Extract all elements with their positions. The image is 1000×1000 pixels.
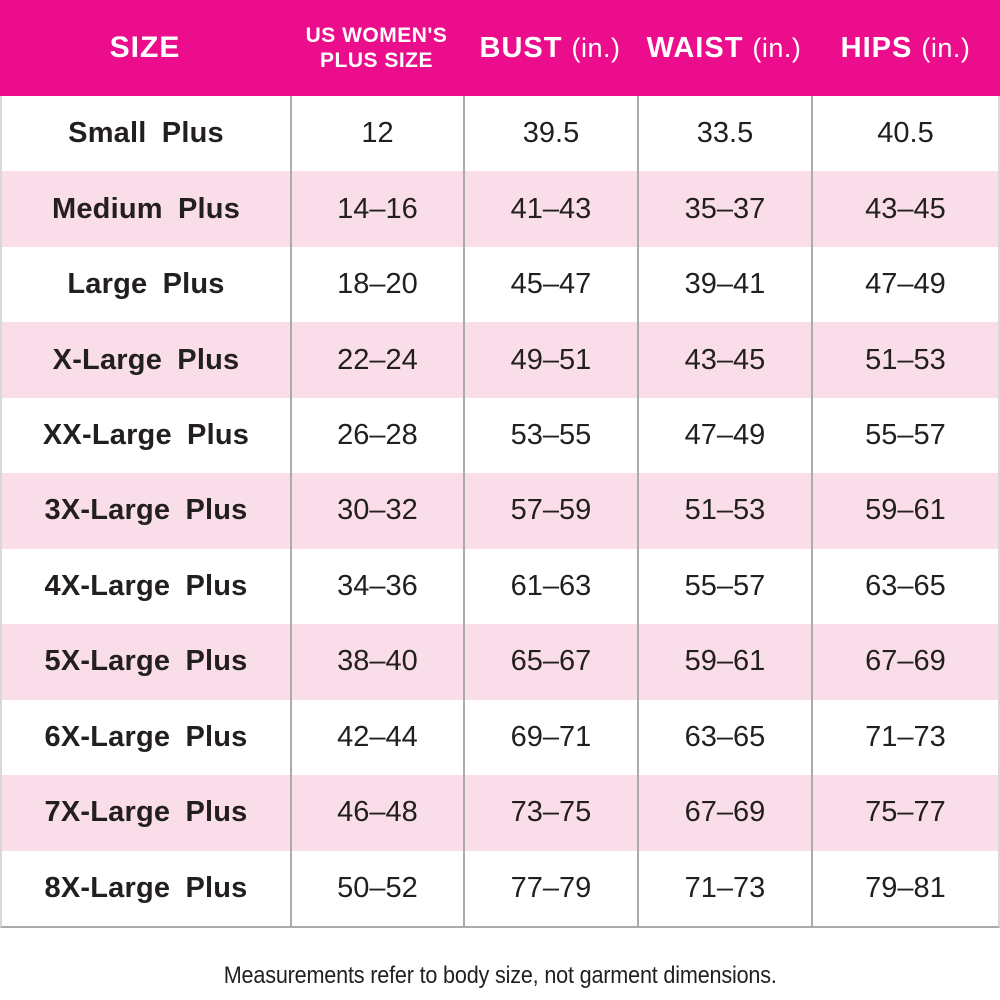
header-waist-unit: (in.)	[752, 32, 802, 63]
size-label: Large Plus	[67, 268, 225, 301]
hips-value: 51–53	[811, 322, 998, 398]
header-size-label: SIZE	[109, 31, 181, 64]
hips-value: 55–57	[811, 397, 998, 474]
us-plus-size-value: 38–40	[290, 624, 463, 700]
us-plus-size-value: 26–28	[290, 397, 463, 474]
table-body: Small Plus 12 39.5 33.5 40.5 Medium Plus…	[0, 96, 1000, 928]
bust-value: 53–55	[463, 397, 637, 474]
hips-value: 43–45	[811, 171, 998, 247]
hips-value: 75–77	[811, 775, 998, 851]
header-waist-label: WAIST	[646, 31, 744, 64]
waist-value: 33.5	[637, 96, 811, 172]
hips-value: 40.5	[811, 96, 998, 172]
table-row: 7X-Large Plus 46–48 73–75 67–69 75–77	[2, 775, 998, 851]
waist-value: 71–73	[637, 850, 811, 926]
header-us-plus-line1: US WOMEN'S	[305, 24, 448, 47]
bust-value: 57–59	[463, 473, 637, 549]
waist-value: 39–41	[637, 246, 811, 323]
size-label: X-Large Plus	[52, 343, 240, 376]
bust-value: 41–43	[463, 171, 637, 247]
hips-value: 47–49	[811, 246, 998, 323]
header-cell-waist: WAIST (in.)	[637, 0, 811, 96]
hips-value: 59–61	[811, 473, 998, 549]
bust-value: 39.5	[463, 96, 637, 172]
header-bust-unit: (in.)	[571, 32, 621, 63]
waist-value: 63–65	[637, 699, 811, 776]
us-plus-size-value: 22–24	[290, 322, 463, 398]
size-label: XX-Large Plus	[42, 419, 250, 452]
table-row: Medium Plus 14–16 41–43 35–37 43–45	[2, 171, 998, 247]
bust-value: 73–75	[463, 775, 637, 851]
table-row: 8X-Large Plus 50–52 77–79 71–73 79–81	[2, 850, 998, 926]
waist-value: 35–37	[637, 171, 811, 247]
bust-value: 45–47	[463, 246, 637, 323]
size-label: Small Plus	[68, 117, 224, 150]
us-plus-size-value: 30–32	[290, 473, 463, 549]
bust-value: 69–71	[463, 699, 637, 776]
waist-value: 55–57	[637, 548, 811, 625]
table-row: Large Plus 18–20 45–47 39–41 47–49	[2, 246, 998, 323]
us-plus-size-value: 14–16	[290, 171, 463, 247]
waist-value: 47–49	[637, 397, 811, 474]
table-row: X-Large Plus 22–24 49–51 43–45 51–53	[2, 322, 998, 398]
bust-value: 65–67	[463, 624, 637, 700]
header-cell-us-plus-size: US WOMEN'S PLUS SIZE	[290, 0, 463, 96]
table-row: 3X-Large Plus 30–32 57–59 51–53 59–61	[2, 473, 998, 549]
hips-value: 67–69	[811, 624, 998, 700]
header-hips-unit: (in.)	[921, 32, 971, 63]
bust-value: 49–51	[463, 322, 637, 398]
header-bust-label: BUST	[479, 31, 563, 64]
header-us-plus-line2: PLUS SIZE	[319, 49, 434, 72]
header-cell-hips: HIPS (in.)	[811, 0, 1000, 96]
us-plus-size-value: 46–48	[290, 775, 463, 851]
size-label: 4X-Large Plus	[44, 569, 248, 602]
table-header: SIZE US WOMEN'S PLUS SIZE BUST (in.) WAI…	[0, 0, 1000, 96]
size-label: 5X-Large Plus	[44, 645, 248, 678]
header-cell-size: SIZE	[0, 0, 290, 96]
bust-value: 61–63	[463, 548, 637, 625]
waist-value: 43–45	[637, 322, 811, 398]
footnote: Measurements refer to body size, not gar…	[0, 952, 1000, 1000]
us-plus-size-value: 34–36	[290, 548, 463, 625]
hips-value: 71–73	[811, 699, 998, 776]
table-row: XX-Large Plus 26–28 53–55 47–49 55–57	[2, 397, 998, 474]
us-plus-size-value: 42–44	[290, 699, 463, 776]
us-plus-size-value: 12	[290, 96, 463, 172]
table-row: 5X-Large Plus 38–40 65–67 59–61 67–69	[2, 624, 998, 700]
size-label: Medium Plus	[51, 192, 241, 225]
table-row: Small Plus 12 39.5 33.5 40.5	[2, 96, 998, 172]
hips-value: 79–81	[811, 850, 998, 926]
footnote-text: Measurements refer to body size, not gar…	[223, 962, 777, 989]
hips-value: 63–65	[811, 548, 998, 625]
us-plus-size-value: 50–52	[290, 850, 463, 926]
table-row: 4X-Large Plus 34–36 61–63 55–57 63–65	[2, 548, 998, 625]
bust-value: 77–79	[463, 850, 637, 926]
header-cell-bust: BUST (in.)	[463, 0, 637, 96]
table-row: 6X-Large Plus 42–44 69–71 63–65 71–73	[2, 699, 998, 776]
size-label: 3X-Large Plus	[44, 494, 248, 527]
size-label: 7X-Large Plus	[44, 796, 248, 829]
size-label: 6X-Large Plus	[44, 720, 248, 753]
size-label: 8X-Large Plus	[44, 871, 248, 904]
waist-value: 59–61	[637, 624, 811, 700]
us-plus-size-value: 18–20	[290, 246, 463, 323]
waist-value: 67–69	[637, 775, 811, 851]
header-hips-label: HIPS	[840, 31, 913, 64]
waist-value: 51–53	[637, 473, 811, 549]
